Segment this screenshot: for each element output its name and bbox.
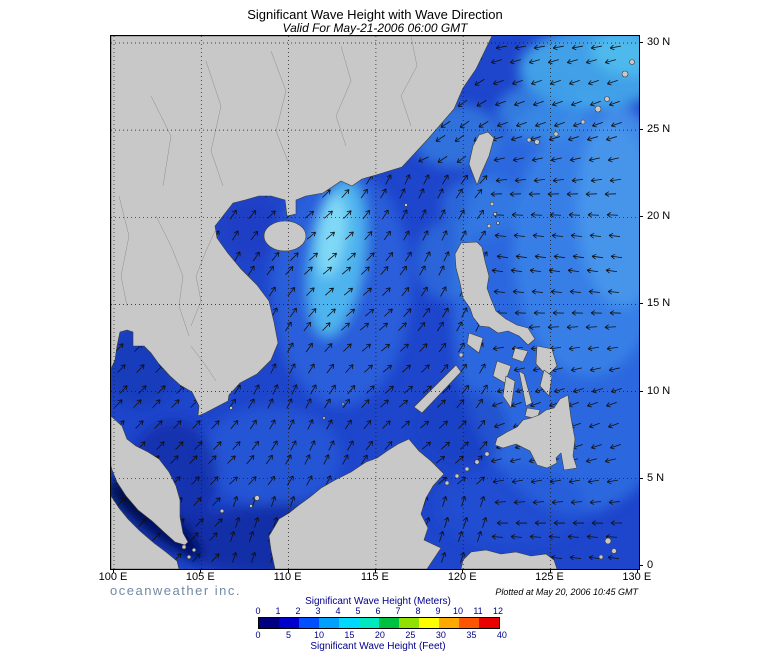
colorbar-segment	[399, 618, 419, 628]
plotted-timestamp: Plotted at May 20, 2006 10:45 GMT	[495, 587, 638, 597]
x-axis-label: 130 E	[622, 571, 652, 583]
colorbar-segment	[419, 618, 439, 628]
colorbar-segment	[479, 618, 499, 628]
y-axis-label: 5 N	[647, 471, 665, 484]
x-axis-label: 100 E	[98, 571, 128, 583]
legend-feet-tick: 30	[435, 630, 446, 640]
y-axis-label: 20 N	[647, 210, 671, 223]
y-axis-label: 15 N	[647, 297, 671, 310]
y-axis-tick	[639, 216, 643, 218]
legend-meters-tick: 6	[375, 606, 381, 616]
legend-feet-tick: 15	[344, 630, 355, 640]
x-axis-tick	[374, 569, 376, 573]
x-axis-tick	[287, 569, 289, 573]
map-frame	[110, 35, 640, 570]
land-hainan	[263, 220, 307, 252]
x-axis-label: 120 E	[447, 571, 477, 583]
y-axis-label: 25 N	[647, 123, 671, 136]
legend-feet-tick: 20	[374, 630, 385, 640]
legend-feet-tick: 10	[313, 630, 324, 640]
x-axis-tick	[636, 569, 638, 573]
y-axis-tick	[639, 390, 643, 392]
x-axis-tick	[549, 569, 551, 573]
y-axis-label: 10 N	[647, 384, 671, 397]
admin-borders	[118, 36, 418, 382]
legend-feet-tick: 25	[405, 630, 416, 640]
land-taiwan	[468, 131, 495, 186]
branding-text: oceanweather inc.	[110, 583, 242, 598]
land-palawan	[413, 364, 462, 414]
legend-meters-tick: 0	[255, 606, 261, 616]
legend-feet-tick: 5	[285, 630, 291, 640]
legend-meters-tick: 11	[473, 606, 483, 616]
y-axis-tick	[639, 129, 643, 131]
legend-colorbar	[258, 617, 500, 629]
wave-height-map	[111, 36, 639, 569]
colorbar-segment	[339, 618, 359, 628]
colorbar-segment	[279, 618, 299, 628]
y-axis-label: 0	[647, 558, 654, 571]
colorbar-segment	[319, 618, 339, 628]
land-mindanao	[494, 394, 578, 471]
colorbar-segment	[299, 618, 319, 628]
legend-meters-tick: 12	[492, 606, 504, 616]
y-axis-tick	[639, 42, 643, 43]
legend-feet-tick: 0	[255, 630, 261, 640]
legend-meters-tick: 8	[415, 606, 421, 616]
legend-meters-tick: 2	[295, 606, 301, 616]
legend-feet-tick: 40	[496, 630, 507, 640]
colorbar-segment	[379, 618, 399, 628]
page-subtitle: Valid For May-21-2006 06:00 GMT	[282, 21, 468, 35]
y-axis-tick	[639, 477, 643, 479]
legend-meters-label: Significant Wave Height (Meters)	[305, 596, 451, 607]
page-title: Significant Wave Height with Wave Direct…	[247, 7, 503, 22]
land-leyte	[539, 369, 553, 397]
y-axis-tick	[639, 564, 643, 566]
legend-meters-tick: 9	[435, 606, 441, 616]
colorbar-segment	[359, 618, 379, 628]
x-axis-tick	[200, 569, 202, 573]
colorbar-segment	[259, 618, 279, 628]
land-sulawesi	[460, 549, 558, 569]
x-axis-label: 115 E	[360, 571, 389, 583]
y-axis-label: 30 N	[647, 36, 671, 48]
x-axis-label: 110 E	[273, 571, 302, 583]
land-samar	[535, 345, 558, 377]
land-mainland-asia	[111, 36, 493, 546]
legend-meters-tick: 5	[355, 606, 361, 616]
x-axis-label: 105 E	[185, 571, 215, 583]
land-borneo	[268, 438, 445, 569]
land-negros	[502, 375, 516, 409]
colorbar-segment	[439, 618, 459, 628]
legend-meters-tick: 10	[452, 606, 464, 616]
land-mindoro	[466, 332, 484, 354]
legend-feet-label: Significant Wave Height (Feet)	[310, 641, 446, 652]
land-luzon	[454, 241, 536, 346]
land-masbate	[511, 347, 529, 363]
land-cebu	[518, 370, 533, 407]
legend-feet-tick: 35	[466, 630, 477, 640]
legend-meters-tick: 7	[395, 606, 401, 616]
colorbar-segment	[459, 618, 479, 628]
legend-meters-tick: 1	[275, 606, 281, 616]
grid-lines	[111, 36, 639, 569]
x-axis-tick	[113, 569, 114, 573]
x-axis-label: 125 E	[535, 571, 564, 583]
x-axis-tick	[462, 569, 464, 573]
legend-meters-tick: 4	[335, 606, 341, 616]
land-masses	[111, 36, 635, 569]
land-sumatra	[111, 495, 180, 569]
legend-meters-tick: 3	[315, 606, 321, 616]
y-axis-tick	[639, 303, 643, 305]
